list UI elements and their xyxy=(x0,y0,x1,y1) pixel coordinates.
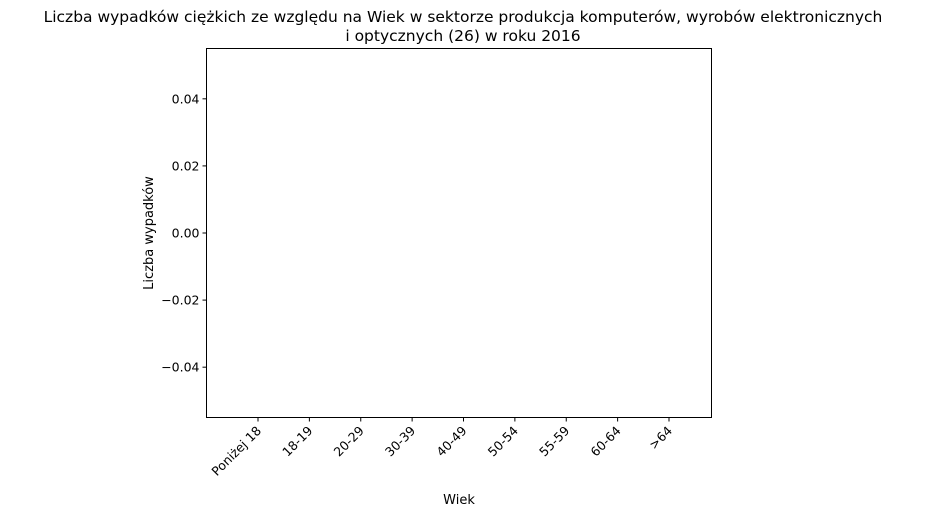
plot-area-frame xyxy=(206,48,712,418)
x-tick-label: >64 xyxy=(646,423,675,452)
y-axis-label: Liczba wypadków xyxy=(142,176,157,290)
x-tick-label: 50-54 xyxy=(485,423,521,459)
y-axis: −0.04 −0.02 0.00 0.02 0.04 xyxy=(161,91,207,375)
x-tick-label: 20-29 xyxy=(331,423,367,459)
x-tick-label: 40-49 xyxy=(433,423,469,459)
y-tick-label: 0.04 xyxy=(172,91,200,106)
x-tick-label: Poniżej 18 xyxy=(208,423,264,479)
x-axis-label: Wiek xyxy=(443,493,475,508)
y-tick-label: 0.00 xyxy=(172,226,200,241)
x-axis: Poniżej 18 18-19 20-29 30-39 40-49 50-54 55-59… xyxy=(208,417,675,479)
x-tick-label: 60-64 xyxy=(587,423,623,459)
chart-title-line-1: Liczba wypadków ciężkich ze względu na W… xyxy=(44,8,883,26)
y-tick-label: 0.02 xyxy=(172,158,200,173)
y-tick-label: −0.02 xyxy=(161,293,199,308)
y-tick-label: −0.04 xyxy=(161,360,199,375)
x-tick-label: 55-59 xyxy=(536,423,572,459)
x-tick-label: 30-39 xyxy=(382,423,418,459)
x-tick-label: 18-19 xyxy=(279,423,315,459)
chart-title-line-2: i optycznych (26) w roku 2016 xyxy=(345,27,580,45)
